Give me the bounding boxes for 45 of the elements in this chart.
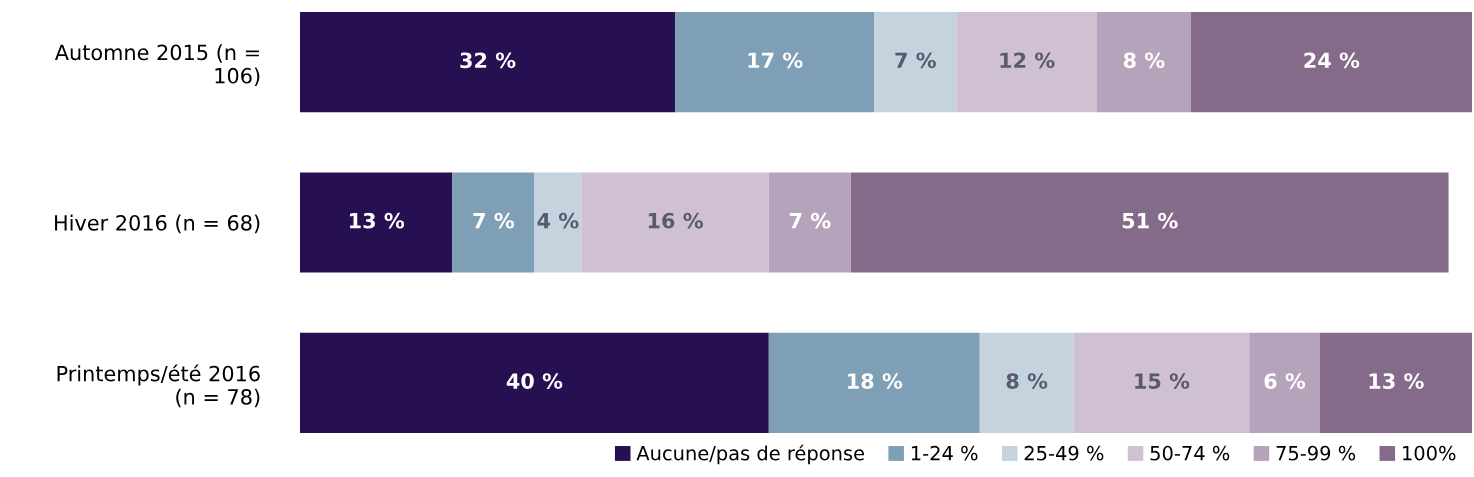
bar <box>1319 332 1472 433</box>
data-label: 4 % <box>537 212 579 229</box>
bar <box>768 332 980 433</box>
data-label: 7 % <box>789 212 831 229</box>
data-label: 15 % <box>1135 373 1190 389</box>
bar <box>1073 332 1250 433</box>
data-label: 51 % <box>1122 212 1178 229</box>
data-label: 16 % <box>648 212 703 229</box>
y-tick-label: Automne 2015 (n = 106) <box>54 44 260 87</box>
data-label: 7 % <box>895 52 936 69</box>
data-label: 8 % <box>1006 373 1048 389</box>
data-label: 12 % <box>1000 52 1055 69</box>
legend-label: 25-49 % <box>1024 445 1104 461</box>
data-label: 18 % <box>848 373 903 389</box>
bar <box>768 172 851 273</box>
legend-label: 75-99 % <box>1276 445 1356 461</box>
bar <box>979 332 1074 433</box>
data-label: 7 % <box>473 212 515 229</box>
bar <box>874 12 957 113</box>
legend-label: 1-24 % <box>911 445 978 461</box>
data-label: 8 % <box>1123 52 1165 69</box>
bar <box>850 172 1449 273</box>
data-label: 6 % <box>1264 373 1306 389</box>
bar <box>1190 12 1472 113</box>
bar <box>534 172 582 273</box>
legend-label: Aucune/pas de réponse <box>636 444 865 465</box>
data-label: 40 % <box>506 373 563 389</box>
bar <box>581 172 769 273</box>
data-label: 24 % <box>1304 52 1360 69</box>
data-label: 32 % <box>460 52 516 69</box>
data-label: 13 % <box>349 212 405 229</box>
bar <box>300 12 676 113</box>
data-label: 17 % <box>748 52 803 69</box>
bar <box>956 12 1097 113</box>
bar <box>452 172 535 273</box>
y-tick-label: Hiver 2016 (n = 68) <box>55 214 260 234</box>
legend-label: 100% <box>1403 445 1456 461</box>
bar <box>1096 12 1191 113</box>
bar <box>675 12 875 113</box>
y-tick-label: Printemps/été 2016 (n = 78) <box>57 364 260 408</box>
bar <box>300 332 769 433</box>
bar <box>300 172 453 273</box>
bar <box>1249 332 1320 433</box>
legend-label: 50-74 % <box>1150 445 1230 461</box>
data-label: 13 % <box>1369 373 1424 389</box>
